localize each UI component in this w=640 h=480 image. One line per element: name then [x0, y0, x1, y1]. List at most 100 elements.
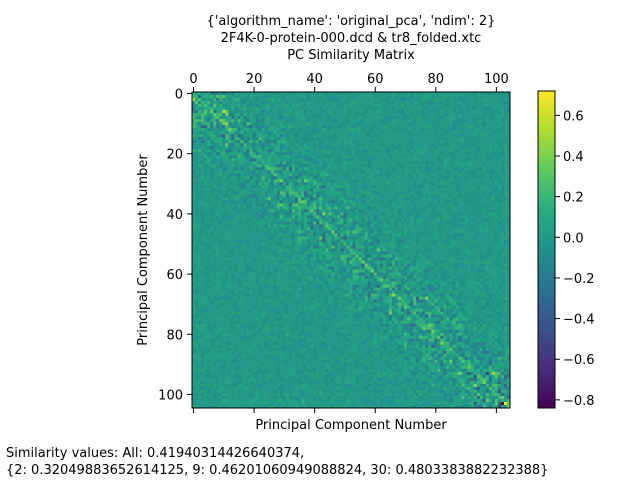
heatmap-cell: [397, 179, 402, 183]
heatmap-cell: [213, 110, 217, 114]
heatmap-cell: [373, 161, 378, 165]
heatmap-cell: [394, 218, 399, 222]
heatmap-cell: [228, 203, 232, 207]
heatmap-cell: [225, 209, 229, 213]
heatmap-cell: [473, 131, 478, 135]
heatmap-cell: [267, 146, 272, 150]
heatmap-cell: [446, 185, 450, 189]
heatmap-cell: [279, 218, 284, 222]
heatmap-cell: [270, 200, 275, 204]
heatmap-cell: [485, 152, 490, 156]
heatmap-cell: [397, 101, 402, 105]
heatmap-cell: [313, 185, 317, 189]
heatmap-cell: [346, 143, 350, 147]
heatmap-cell: [243, 179, 247, 183]
heatmap-cell: [476, 212, 481, 216]
heatmap-cell: [270, 185, 275, 189]
heatmap-cell: [473, 113, 478, 117]
heatmap-cell: [255, 155, 260, 159]
heatmap-cell: [255, 179, 260, 183]
heatmap-cell: [243, 224, 247, 228]
heatmap-cell: [464, 215, 468, 219]
heatmap-cell: [419, 170, 423, 174]
heatmap-cell: [470, 110, 475, 114]
heatmap-cell: [491, 122, 496, 126]
heatmap-cell: [243, 215, 247, 219]
heatmap-cell: [252, 140, 256, 144]
heatmap-cell: [413, 203, 417, 207]
heatmap-cell: [231, 116, 235, 120]
heatmap-cell: [334, 137, 338, 141]
heatmap-cell: [494, 125, 499, 129]
heatmap-cell: [352, 218, 356, 222]
heatmap-cell: [497, 98, 502, 102]
heatmap-cell: [376, 101, 381, 105]
heatmap-cell: [210, 149, 214, 153]
heatmap-cell: [361, 212, 366, 216]
heatmap-cell: [482, 128, 487, 132]
heatmap-cell: [494, 197, 499, 201]
heatmap-cell: [210, 158, 214, 162]
heatmap-cell: [376, 110, 381, 114]
heatmap-cell: [467, 143, 472, 147]
heatmap-cell: [201, 137, 205, 141]
heatmap-cell: [352, 101, 356, 105]
heatmap-cell: [319, 137, 323, 141]
heatmap-cell: [249, 206, 253, 210]
heatmap-cell: [373, 197, 378, 201]
heatmap-cell: [310, 104, 314, 108]
heatmap-cell: [328, 167, 332, 171]
heatmap-cell: [425, 170, 429, 174]
heatmap-cell: [282, 227, 287, 231]
heatmap-cell: [310, 116, 314, 120]
heatmap-cell: [410, 140, 414, 144]
heatmap-cell: [400, 218, 405, 222]
heatmap-cell: [258, 98, 263, 102]
heatmap-cell: [482, 146, 487, 150]
heatmap-cell: [485, 98, 490, 102]
heatmap-cell: [343, 161, 347, 165]
heatmap-cell: [210, 95, 214, 99]
heatmap-cell: [479, 197, 484, 201]
heatmap-cell: [340, 188, 344, 192]
heatmap-cell: [452, 230, 456, 234]
heatmap-cell: [285, 134, 290, 138]
heatmap-cell: [485, 116, 490, 120]
heatmap-cell: [279, 146, 284, 150]
heatmap-cell: [425, 197, 429, 201]
heatmap-cell: [198, 95, 202, 99]
heatmap-cell: [270, 131, 275, 135]
heatmap-cell: [237, 161, 241, 165]
heatmap-cell: [325, 191, 329, 195]
heatmap-cell: [385, 161, 390, 165]
heatmap-cell: [222, 227, 226, 231]
heatmap-cell: [470, 230, 475, 234]
heatmap-cell: [364, 203, 369, 207]
heatmap-cell: [382, 176, 387, 180]
heatmap-cell: [343, 215, 347, 219]
heatmap-cell: [304, 230, 308, 234]
heatmap-cell: [416, 95, 420, 99]
heatmap-cell: [340, 152, 344, 156]
heatmap-cell: [440, 152, 444, 156]
heatmap-cell: [231, 92, 235, 96]
heatmap-cell: [195, 122, 199, 126]
heatmap-cell: [310, 143, 314, 147]
heatmap-cell: [288, 203, 293, 207]
heatmap-cell: [243, 191, 247, 195]
heatmap-cell: [228, 173, 232, 177]
heatmap-cell: [346, 212, 350, 216]
heatmap-cell: [416, 110, 420, 114]
heatmap-cell: [400, 152, 405, 156]
heatmap-cell: [243, 170, 247, 174]
heatmap-cell: [237, 176, 241, 180]
heatmap-cell: [291, 92, 296, 96]
heatmap-cell: [237, 215, 241, 219]
heatmap-cell: [391, 188, 396, 192]
heatmap-cell: [467, 137, 472, 141]
heatmap-cell: [379, 173, 384, 177]
heatmap-cell: [222, 101, 226, 105]
heatmap-cell: [388, 230, 393, 234]
heatmap-cell: [252, 179, 256, 183]
heatmap-cell: [452, 206, 456, 210]
